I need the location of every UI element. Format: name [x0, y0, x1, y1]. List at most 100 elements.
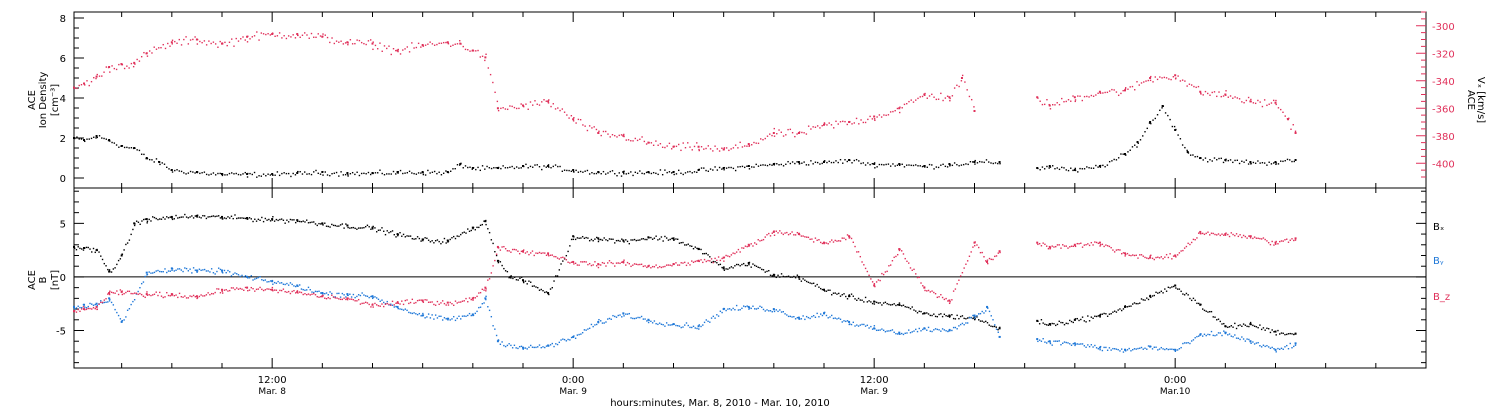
- scatter-dot-Bx: [816, 283, 818, 286]
- scatter-dot-Bz: [266, 288, 268, 290]
- data-point-density: [948, 163, 951, 165]
- scatter-dot-density: [287, 172, 290, 175]
- scatter-dot-By: [386, 300, 388, 303]
- scatter-dot-density: [1177, 134, 1179, 136]
- scatter-dot-By: [809, 317, 811, 320]
- scatter-dot-Bx: [512, 277, 514, 280]
- scatter-dot-Bx: [433, 242, 435, 244]
- scatter-dot-Bx: [1207, 311, 1209, 313]
- scatter-dot-By: [906, 332, 908, 334]
- scatter-dot-density: [593, 172, 595, 175]
- scatter-dot-Bz: [441, 300, 444, 302]
- scatter-dot-By: [1065, 341, 1067, 344]
- scatter-dot-Bz: [929, 291, 931, 293]
- scatter-dot-Bx: [832, 292, 835, 294]
- data-point-vx: [1274, 101, 1277, 104]
- scatter-dot-Bz: [692, 261, 695, 264]
- scatter-dot-By: [415, 313, 417, 315]
- scatter-dot-density: [459, 164, 461, 166]
- scatter-dot-Bz: [927, 289, 930, 292]
- scatter-dot-vx: [826, 124, 828, 126]
- scatter-dot-Bz: [415, 301, 417, 304]
- scatter-dot-density: [896, 164, 899, 166]
- scatter-dot-density: [271, 173, 274, 176]
- scatter-dot-By: [100, 300, 102, 302]
- scatter-dot-By: [794, 318, 797, 320]
- scatter-dot-Bx: [427, 239, 430, 241]
- scatter-dot-density: [148, 158, 151, 161]
- scatter-dot-Bx: [180, 216, 183, 218]
- data-point-Bx: [296, 219, 299, 222]
- scatter-dot-vx: [1257, 99, 1259, 102]
- scatter-dot-vx: [1058, 103, 1061, 106]
- scatter-dot-Bz: [1037, 243, 1039, 246]
- scatter-dot-By: [1162, 348, 1164, 350]
- scatter-dot-Bz: [434, 304, 437, 306]
- scatter-dot-Bz: [597, 266, 600, 269]
- scatter-dot-By: [1189, 342, 1191, 345]
- scatter-dot-Bx: [825, 290, 828, 292]
- scatter-dot-Bz: [399, 303, 401, 305]
- scatter-dot-vx: [1282, 111, 1284, 113]
- scatter-dot-Bz: [1070, 245, 1073, 247]
- scatter-dot-Bx: [757, 266, 759, 269]
- scatter-dot-By: [732, 307, 734, 310]
- data-point-Bz: [220, 288, 223, 291]
- scatter-dot-vx: [678, 143, 680, 146]
- scatter-dot-Bx: [717, 264, 720, 266]
- scatter-dot-Bz: [284, 290, 286, 293]
- scatter-dot-Bz: [354, 300, 356, 302]
- scatter-dot-Bz: [732, 252, 734, 254]
- scatter-dot-density: [372, 172, 374, 174]
- scatter-dot-Bz: [705, 260, 708, 263]
- scatter-dot-density: [199, 172, 201, 175]
- scatter-dot-Bz: [1113, 251, 1116, 253]
- scatter-dot-By: [1063, 341, 1066, 343]
- scatter-dot-vx: [231, 38, 233, 40]
- scatter-dot-By: [182, 270, 184, 273]
- scatter-dot-Bz: [899, 248, 901, 251]
- data-point-By: [108, 297, 111, 300]
- scatter-dot-vx: [908, 100, 910, 103]
- scatter-dot-Bz: [324, 297, 326, 299]
- scatter-dot-density: [1209, 159, 1211, 161]
- scatter-dot-vx: [502, 107, 504, 109]
- scatter-dot-Bz: [614, 265, 616, 267]
- scatter-dot-density: [256, 176, 258, 178]
- scatter-dot-vx: [547, 102, 550, 104]
- scatter-dot-By: [420, 315, 422, 317]
- scatter-dot-By: [436, 317, 439, 319]
- scatter-dot-By: [422, 312, 424, 315]
- scatter-dot-By: [864, 325, 867, 327]
- scatter-dot-Bx: [1271, 329, 1273, 331]
- scatter-dot-vx: [835, 120, 837, 123]
- scatter-dot-density: [696, 171, 698, 174]
- scatter-dot-Bx: [350, 227, 353, 229]
- scatter-dot-Bx: [401, 235, 403, 237]
- scatter-dot-density: [113, 142, 116, 144]
- scatter-dot-Bx: [422, 239, 424, 242]
- scatter-dot-By: [658, 322, 661, 324]
- scatter-dot-Bz: [171, 294, 173, 297]
- scatter-dot-By: [635, 317, 638, 319]
- scatter-dot-Bx: [280, 218, 283, 220]
- scatter-dot-vx: [1143, 81, 1145, 83]
- scatter-dot-vx: [666, 145, 668, 147]
- scatter-dot-density: [347, 173, 349, 176]
- scatter-dot-By: [945, 330, 947, 332]
- scatter-dot-vx: [164, 47, 167, 50]
- scatter-dot-density: [869, 163, 871, 166]
- scatter-dot-By: [572, 336, 575, 338]
- scatter-dot-Bz: [402, 303, 405, 306]
- scatter-dot-Bx: [402, 233, 405, 236]
- scatter-dot-Bx: [612, 238, 614, 240]
- scatter-dot-By: [657, 323, 659, 326]
- scatter-dot-Bx: [1112, 311, 1114, 313]
- scatter-dot-By: [272, 283, 274, 285]
- scatter-dot-Bx: [255, 220, 258, 222]
- scatter-dot-vx: [504, 108, 507, 110]
- scatter-dot-Bz: [1164, 256, 1166, 258]
- scatter-dot-Bz: [827, 243, 829, 245]
- scatter-dot-Bx: [1120, 309, 1123, 312]
- scatter-dot-vx: [876, 116, 878, 118]
